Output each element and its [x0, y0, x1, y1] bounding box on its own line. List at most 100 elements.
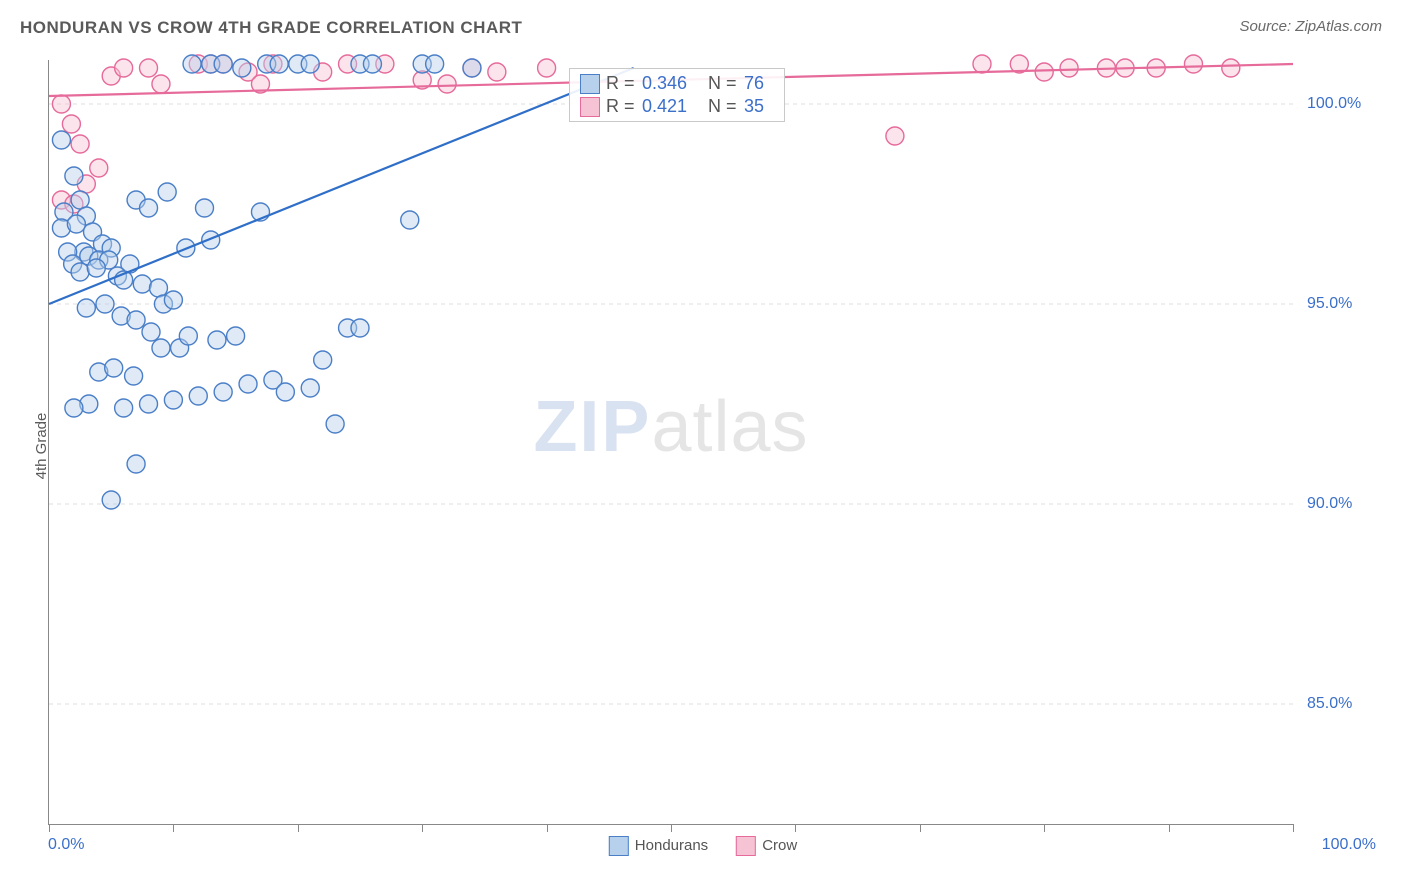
scatter-point-hondurans [77, 299, 95, 317]
legend-item-hondurans: Hondurans [609, 836, 708, 856]
chart-title: HONDURAN VS CROW 4TH GRADE CORRELATION C… [20, 18, 522, 38]
y-tick-label: 85.0% [1307, 695, 1387, 713]
scatter-point-crow [62, 115, 80, 133]
x-tick [547, 824, 548, 832]
scatter-point-hondurans [214, 383, 232, 401]
scatter-point-crow [140, 59, 158, 77]
x-tick [1044, 824, 1045, 832]
scatter-point-crow [1035, 63, 1053, 81]
legend: Hondurans Crow [609, 836, 797, 856]
y-tick-label: 90.0% [1307, 495, 1387, 513]
stats-swatch-crow [580, 97, 600, 117]
source-attribution: Source: ZipAtlas.com [1239, 18, 1382, 35]
scatter-point-hondurans [426, 55, 444, 73]
stats-n-label: N = [708, 73, 738, 94]
scatter-point-hondurans [196, 199, 214, 217]
x-tick [49, 824, 50, 832]
scatter-point-hondurans [152, 339, 170, 357]
scatter-point-hondurans [463, 59, 481, 77]
stats-r-label: R = [606, 73, 636, 94]
x-tick [671, 824, 672, 832]
scatter-point-hondurans [140, 395, 158, 413]
scatter-point-hondurans [301, 379, 319, 397]
x-axis-max-label: 100.0% [1322, 836, 1376, 854]
scatter-point-hondurans [52, 131, 70, 149]
scatter-point-crow [973, 55, 991, 73]
scatter-point-hondurans [189, 387, 207, 405]
legend-swatch-hondurans [609, 836, 629, 856]
scatter-point-hondurans [115, 399, 133, 417]
stats-r-label: R = [606, 96, 636, 117]
x-tick [1169, 824, 1170, 832]
y-tick-label: 95.0% [1307, 295, 1387, 313]
y-tick-label: 100.0% [1307, 95, 1387, 113]
x-axis-min-label: 0.0% [48, 836, 84, 854]
x-tick [298, 824, 299, 832]
stats-r-value-hondurans: 0.346 [642, 73, 702, 94]
scatter-point-hondurans [142, 323, 160, 341]
scatter-point-hondurans [71, 191, 89, 209]
scatter-point-hondurans [96, 295, 114, 313]
scatter-point-hondurans [233, 59, 251, 77]
scatter-point-hondurans [401, 211, 419, 229]
scatter-point-hondurans [133, 275, 151, 293]
chart-svg [49, 60, 1293, 824]
scatter-point-hondurans [214, 55, 232, 73]
scatter-point-hondurans [202, 231, 220, 249]
scatter-point-crow [886, 127, 904, 145]
x-tick [795, 824, 796, 832]
scatter-point-crow [1184, 55, 1202, 73]
legend-label-crow: Crow [762, 837, 797, 854]
scatter-point-crow [115, 59, 133, 77]
legend-swatch-crow [736, 836, 756, 856]
scatter-point-crow [488, 63, 506, 81]
scatter-point-crow [52, 95, 70, 113]
scatter-point-hondurans [140, 199, 158, 217]
scatter-point-hondurans [326, 415, 344, 433]
x-tick [1293, 824, 1294, 832]
scatter-point-hondurans [105, 359, 123, 377]
legend-label-hondurans: Hondurans [635, 837, 708, 854]
scatter-point-hondurans [158, 183, 176, 201]
scatter-point-hondurans [164, 391, 182, 409]
stats-n-label: N = [708, 96, 738, 117]
scatter-point-hondurans [208, 331, 226, 349]
scatter-point-hondurans [164, 291, 182, 309]
scatter-point-hondurans [65, 167, 83, 185]
scatter-point-hondurans [127, 455, 145, 473]
stats-r-value-crow: 0.421 [642, 96, 702, 117]
scatter-point-hondurans [301, 55, 319, 73]
legend-item-crow: Crow [736, 836, 797, 856]
scatter-point-hondurans [87, 259, 105, 277]
x-tick [920, 824, 921, 832]
x-tick [422, 824, 423, 832]
scatter-point-crow [71, 135, 89, 153]
stats-n-value-hondurans: 76 [744, 73, 774, 94]
scatter-point-hondurans [270, 55, 288, 73]
stats-swatch-hondurans [580, 74, 600, 94]
scatter-point-crow [152, 75, 170, 93]
scatter-point-hondurans [363, 55, 381, 73]
scatter-point-hondurans [67, 215, 85, 233]
x-tick [173, 824, 174, 832]
scatter-point-crow [1222, 59, 1240, 77]
stats-n-value-crow: 35 [744, 96, 774, 117]
plot-area: ZIPatlas 85.0%90.0%95.0%100.0% R = 0.346… [48, 60, 1293, 825]
scatter-point-hondurans [227, 327, 245, 345]
scatter-point-hondurans [239, 375, 257, 393]
scatter-point-hondurans [179, 327, 197, 345]
scatter-point-hondurans [125, 367, 143, 385]
trend-line-hondurans [49, 68, 634, 304]
scatter-point-crow [90, 159, 108, 177]
scatter-point-hondurans [102, 491, 120, 509]
scatter-point-crow [1060, 59, 1078, 77]
scatter-point-hondurans [65, 399, 83, 417]
correlation-stats-box: R = 0.346 N = 76 R = 0.421 N = 35 [569, 68, 785, 122]
scatter-point-hondurans [149, 279, 167, 297]
scatter-point-hondurans [183, 55, 201, 73]
scatter-point-hondurans [71, 263, 89, 281]
scatter-point-hondurans [127, 311, 145, 329]
scatter-point-hondurans [351, 319, 369, 337]
scatter-point-crow [438, 75, 456, 93]
scatter-point-crow [538, 59, 556, 77]
